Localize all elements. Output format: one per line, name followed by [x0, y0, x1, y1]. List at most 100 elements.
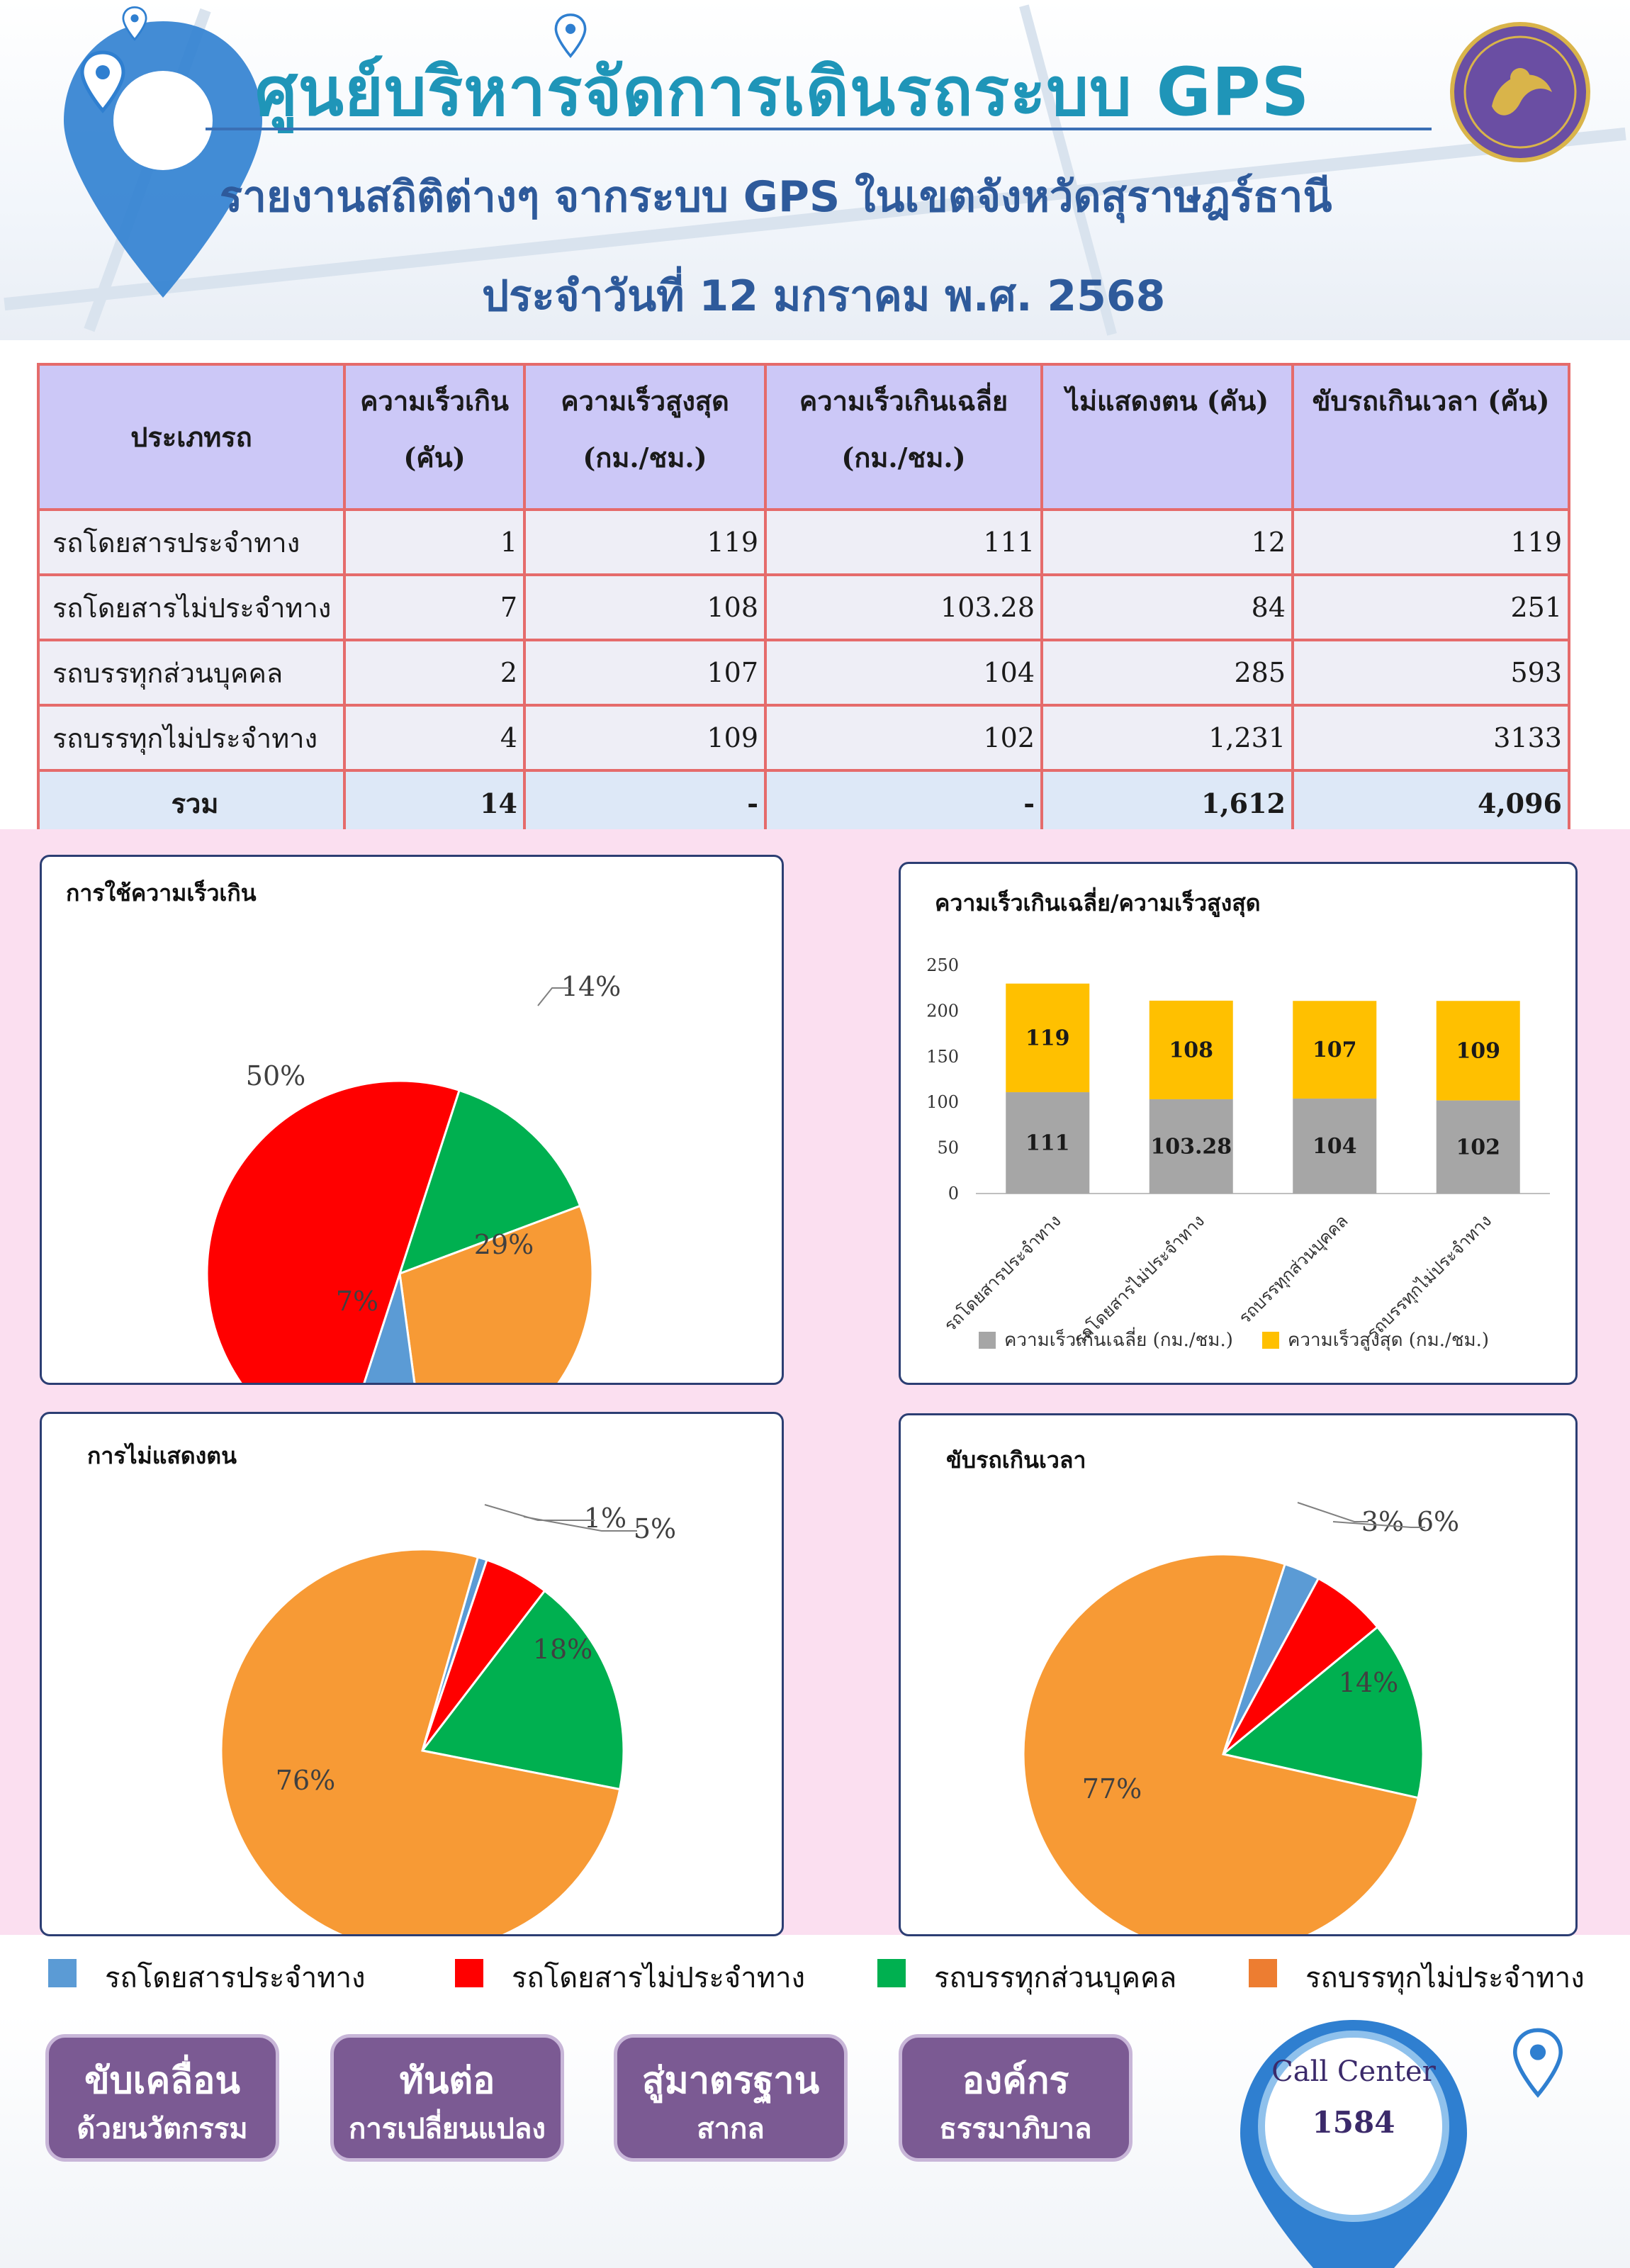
pie-data-label: 6%	[1417, 1506, 1459, 1537]
call-center-pin-icon	[1240, 2020, 1467, 2268]
table-row: รถบรรทุกไม่ประจำทาง 4 109 102 1,231 3133	[37, 704, 1570, 772]
col-header-speeding: ความเร็วเกิน (คัน)	[343, 363, 526, 511]
bar-data-label: 111	[1025, 1131, 1070, 1156]
leader-line	[484, 1504, 595, 1521]
pie-slice	[206, 1079, 461, 1383]
table-cell: -	[764, 769, 1043, 837]
table-cell: 7	[343, 573, 526, 641]
pie-data-label: 76%	[276, 1765, 335, 1796]
table-cell: 285	[1040, 639, 1294, 707]
call-center-number: 1584	[1312, 2105, 1395, 2140]
legend-swatch	[1249, 1959, 1277, 1987]
table-cell: 3133	[1291, 704, 1570, 772]
col-header-max-speed: ความเร็วสูงสุด (กม./ชม.)	[523, 363, 767, 511]
overtime-pie-panel: ขับรถเกินเวลา 3% 6% 14% 77%	[899, 1413, 1578, 1936]
y-tick-label: 250	[926, 955, 959, 975]
legend-label: รถโดยสารประจำทาง	[105, 1962, 366, 1994]
y-tick-label: 50	[937, 1138, 959, 1158]
bar-data-label: 108	[1169, 1038, 1213, 1062]
overtime-pie-chart: 3% 6%14%77%	[1022, 1502, 1459, 1934]
slogan-line2: ด้วยนวัตกรรม	[77, 2113, 248, 2145]
y-tick-label: 200	[926, 1001, 959, 1021]
x-tick-label: รถบรรทุกไม่ประจำทาง	[1363, 1211, 1496, 1344]
table-row: รถบรรทุกส่วนบุคคล 2 107 104 285 593	[37, 639, 1570, 707]
table-cell: 1,231	[1040, 704, 1294, 772]
pie-slice	[398, 1204, 594, 1383]
footer-banner: ขับเคลื่อน ด้วยนวัตกรรม ทันต่อ การเปลี่ย…	[0, 2013, 1630, 2268]
call-center-label: Call Center	[1271, 2055, 1436, 2088]
speed-bar-panel: ความเร็วเกินเฉลี่ย/ความเร็วสูงสุด 0 50 100…	[899, 862, 1578, 1385]
table-cell: 593	[1291, 639, 1570, 707]
leader-line	[1297, 1502, 1368, 1522]
bar-data-label: 104	[1313, 1134, 1357, 1159]
slogan-line1: ขับเคลื่อน	[84, 2060, 240, 2102]
legend-swatch	[455, 1959, 483, 1987]
bar-segment	[1006, 983, 1090, 1093]
slogan-line1: สู่มาตรฐาน	[641, 2060, 820, 2102]
legend-swatch	[979, 1332, 996, 1349]
bar-data-label: 107	[1313, 1038, 1357, 1062]
legend-label: รถบรรทุกส่วนบุคคล	[934, 1962, 1177, 1994]
report-header: ศูนย์บริหารจัดการเดินรถระบบ GPS รายงานสถ…	[0, 0, 1630, 340]
report-date: ประจำวันที่ 12 มกราคม พ.ศ. 2568	[482, 271, 1166, 321]
pie-data-label: 77%	[1082, 1773, 1142, 1804]
table-cell: -	[523, 769, 767, 837]
legend-swatch	[1262, 1332, 1279, 1349]
speed-stacked-bar-chart: 0 50 100 150 200 250 111 119 รถโดยสารประจำทาง 103…	[926, 955, 1550, 1351]
bar-data-label: 103.28	[1150, 1134, 1232, 1159]
table-cell: 119	[1291, 508, 1570, 576]
pie-slice	[1220, 1625, 1424, 1800]
col-header-not-identified: ไม่แสดงตน (คัน)	[1040, 363, 1294, 511]
table-cell: 12	[1040, 508, 1294, 576]
page-title: ศูนย์บริหารจัดการเดินรถระบบ GPS	[255, 54, 1310, 131]
slogan-change-badge: ทันต่อ การเปลี่ยนแปลง	[330, 2034, 564, 2162]
speeding-pie-panel: การใช้ความเร็วเกิน 7% 50% 14% 29%	[40, 855, 784, 1385]
bar-segment	[1149, 1099, 1233, 1194]
slogan-line1: องค์กร	[962, 2060, 1069, 2102]
small-pin-icon	[1512, 2028, 1563, 2098]
not-identified-pie-chart: 1% 5%18%76%	[220, 1503, 676, 1934]
chart-title: ขับรถเกินเวลา	[946, 1447, 1086, 1473]
pie-data-label: 7%	[336, 1286, 378, 1317]
pie-data-label: 50%	[246, 1060, 305, 1091]
bar-segment	[1436, 1001, 1520, 1101]
bar-segment	[1149, 1000, 1233, 1099]
chart-title: ความเร็วเกินเฉลี่ย/ความเร็วสูงสุด	[935, 889, 1261, 916]
col-header-overtime: ขับรถเกินเวลา (คัน)	[1291, 363, 1570, 511]
title-underline	[206, 128, 1432, 130]
table-cell: 4,096	[1291, 769, 1570, 837]
small-pin-icon	[554, 13, 587, 58]
chart-title: การไม่แสดงตน	[87, 1442, 237, 1469]
pie-data-label: 14%	[561, 971, 621, 1002]
bar-segment	[1436, 1100, 1520, 1194]
table-cell: 84	[1040, 573, 1294, 641]
slogan-line1: ทันต่อ	[399, 2060, 495, 2102]
table-cell: 108	[523, 573, 767, 641]
leader-line	[523, 1516, 637, 1532]
legend-swatch	[48, 1959, 77, 1987]
table-total-row: รวม 14 - - 1,612 4,096	[37, 769, 1570, 837]
col-header-avg-speed: ความเร็วเกินเฉลี่ย (กม./ชม.)	[764, 363, 1043, 511]
pie-data-label: 14%	[1339, 1667, 1398, 1698]
legend-label: รถโดยสารไม่ประจำทาง	[512, 1962, 806, 1994]
col-header-vehicle-type: ประเภทรถ	[37, 363, 346, 511]
slogan-line2: ธรรมาภิบาล	[939, 2113, 1092, 2145]
vehicle-type-legend: รถโดยสารประจำทาง รถโดยสารไม่ประจำทาง รถบ…	[0, 1935, 1630, 2013]
pie-slice	[220, 1548, 622, 1934]
table-row: รถโดยสารประจำทาง 1 119 111 12 119	[37, 508, 1570, 576]
not-identified-pie-panel: การไม่แสดงตน 1% 5% 18% 76%	[40, 1412, 784, 1936]
slogan-line2: สากล	[697, 2113, 765, 2145]
x-tick-label: รถโดยสารไม่ประจำทาง	[1070, 1211, 1208, 1349]
pie-data-label: 29%	[474, 1229, 534, 1260]
pie-data-label: 18%	[533, 1634, 592, 1665]
chart-title: การใช้ความเร็วเกิน	[66, 880, 257, 906]
table-cell: 2	[343, 639, 526, 707]
table-row: รถโดยสารไม่ประจำทาง 7 108 103.28 84 251	[37, 573, 1570, 641]
table-cell: รวม	[37, 769, 346, 837]
bar-data-label: 102	[1456, 1135, 1500, 1160]
x-tick-label: รถบรรทุกส่วนบุคคล	[1235, 1211, 1352, 1328]
department-seal-logo	[1450, 22, 1590, 162]
table-cell: 107	[523, 639, 767, 707]
statistics-table: ประเภทรถ ความเร็วเกิน (คัน) ความเร็วสูงส…	[37, 363, 1570, 837]
table-cell: 109	[523, 704, 767, 772]
